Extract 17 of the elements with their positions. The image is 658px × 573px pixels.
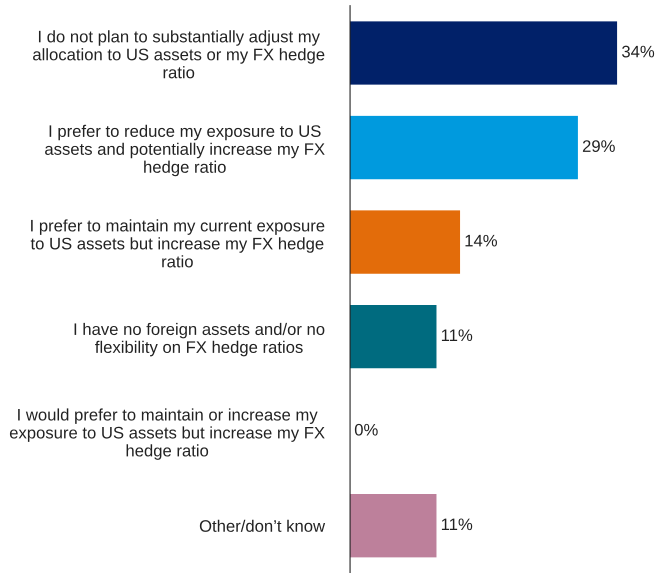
y-tick-label: I do not plan to substantially adjust my allocation to US assets or my FX hedge ratio (33, 30, 324, 78)
y-tick-label: Other/don’t know (200, 520, 326, 532)
data-label: 14% (465, 234, 497, 246)
data-label: 34% (622, 46, 654, 58)
data-label: 11% (442, 518, 472, 530)
data-label: 11% (442, 329, 472, 342)
y-tick-label: I would prefer to maintain or increase my exposure to US assets but increase my FX hedge ratio (10, 408, 325, 460)
y-tick-label: I prefer to reduce my exposure to US assets and potentially increase my FX hedge ratio (45, 124, 325, 176)
bar (350, 494, 436, 558)
data-label: 29% (582, 140, 615, 152)
data-label: 0% (354, 424, 378, 436)
bar (350, 304, 436, 368)
bar (350, 116, 578, 180)
bar (350, 210, 460, 274)
bar (350, 21, 618, 85)
y-tick-label: I have no foreign assets and/or no flexibility on FX hedge ratios (74, 322, 324, 356)
y-tick-label: I prefer to maintain my current exposure to US assets but increase my FX hedge ratio (30, 219, 324, 268)
